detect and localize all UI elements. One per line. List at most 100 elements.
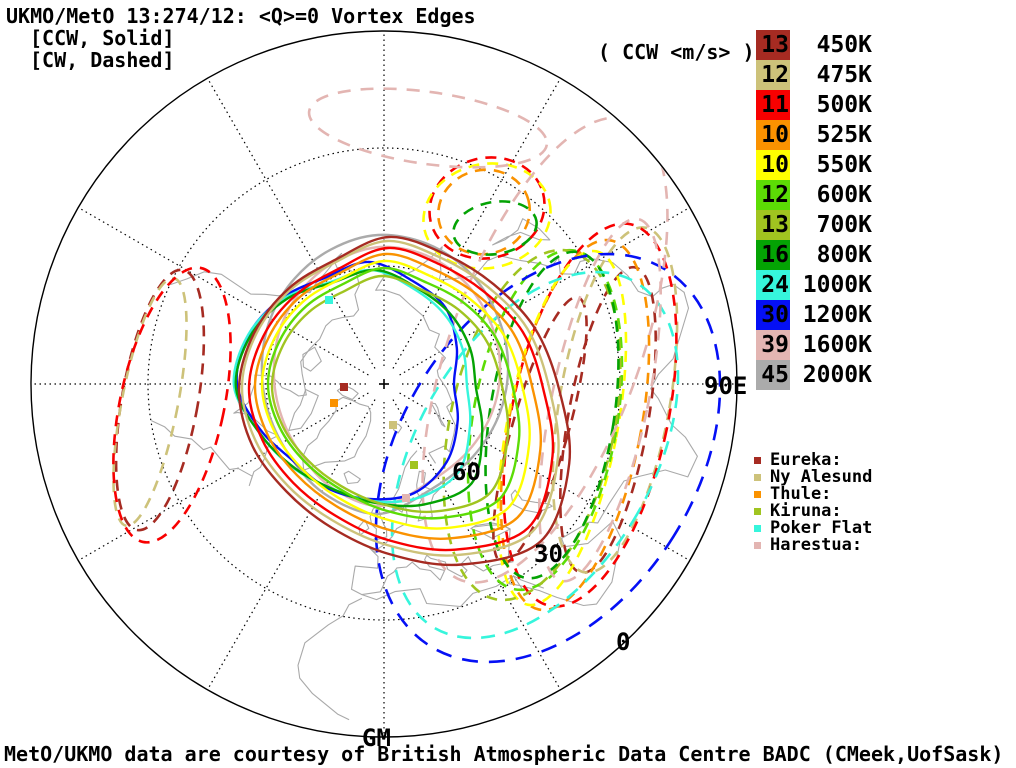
station-markers bbox=[325, 296, 418, 502]
cw-edge-1000K bbox=[390, 270, 680, 640]
station-marker bbox=[325, 296, 333, 304]
station-marker bbox=[389, 421, 397, 429]
coastline-path bbox=[416, 470, 444, 522]
cw-edge-550K bbox=[422, 162, 552, 270]
ccw-edge-600K bbox=[266, 266, 521, 520]
coastline-path bbox=[301, 396, 372, 471]
legend-color-swatch: 13 bbox=[756, 210, 790, 240]
legend-row: 12 475K bbox=[756, 60, 872, 90]
ccw-edge-525K bbox=[253, 252, 542, 540]
legend-theta-label: 700K bbox=[816, 212, 872, 238]
legend-theta-label: 525K bbox=[816, 122, 872, 148]
ccw-edge-1000K bbox=[232, 268, 472, 504]
station-color-swatch bbox=[754, 457, 761, 464]
station-marker bbox=[410, 461, 418, 469]
legend-color-swatch: 30 bbox=[756, 300, 790, 330]
cw-edge-500K bbox=[502, 222, 678, 608]
cw-dashed-contours bbox=[112, 87, 722, 664]
cw-edge-1200K bbox=[374, 252, 722, 664]
coastline-path bbox=[430, 402, 446, 428]
station-row: Eureka: bbox=[754, 452, 872, 469]
station-marker bbox=[330, 399, 338, 407]
station-row: Harestua: bbox=[754, 537, 872, 554]
attribution-footer: MetO/UKMO data are courtesy of British A… bbox=[4, 742, 1004, 766]
legend-speed-value: 12 bbox=[761, 182, 789, 208]
longitude-spoke bbox=[77, 392, 369, 562]
ccw-edge-1200K bbox=[235, 260, 460, 501]
coastline-path bbox=[288, 388, 319, 431]
coastline-path bbox=[336, 384, 359, 401]
legend-speed-value: 30 bbox=[761, 302, 789, 328]
legend-color-swatch: 12 bbox=[756, 180, 790, 210]
station-name: Poker Flat bbox=[770, 518, 873, 538]
legend-speed-value: 39 bbox=[761, 332, 789, 358]
map-label-90E: 90E bbox=[704, 372, 747, 400]
coastline-path bbox=[297, 597, 363, 721]
cw-edge-450K bbox=[492, 295, 588, 565]
pole-cross-marker bbox=[379, 379, 389, 389]
map-label-0: 0 bbox=[616, 628, 630, 656]
station-list: Eureka: Ny Alesund Thule: Kiruna: Poker Flat… bbox=[754, 452, 872, 554]
coastline-path bbox=[302, 346, 322, 372]
legend-speed-value: 16 bbox=[761, 242, 789, 268]
legend-row: 11 500K bbox=[756, 90, 872, 120]
cw-edge-525K bbox=[436, 168, 532, 256]
legend-row: 30 1200K bbox=[756, 300, 872, 330]
station-name: Kiruna: bbox=[770, 501, 842, 521]
map-label-60: 60 bbox=[452, 458, 481, 486]
legend-speed-value: 10 bbox=[761, 122, 789, 148]
longitude-spoke bbox=[399, 206, 691, 376]
legend-color-swatch: 10 bbox=[756, 120, 790, 150]
legend-row: 13 450K bbox=[756, 30, 872, 60]
cw-edge-500K bbox=[428, 156, 546, 260]
station-color-swatch bbox=[754, 474, 761, 481]
cw-edge-1600K bbox=[538, 217, 662, 583]
longitude-spoke bbox=[206, 77, 376, 369]
cw-edge-450K bbox=[558, 265, 658, 575]
station-row: Kiruna: bbox=[754, 503, 872, 520]
legend-color-swatch: 45 bbox=[756, 360, 790, 390]
legend-color-swatch: 24 bbox=[756, 270, 790, 300]
coastline-path bbox=[369, 504, 388, 542]
coastline-path bbox=[361, 575, 523, 608]
legend-color-swatch: 16 bbox=[756, 240, 790, 270]
ccw-edge-800K bbox=[234, 268, 484, 508]
station-color-swatch bbox=[754, 508, 761, 515]
ccw-edge-2000K bbox=[260, 233, 510, 516]
station-color-swatch bbox=[754, 491, 761, 498]
legend-speed-value: 10 bbox=[761, 152, 789, 178]
coastline-path bbox=[492, 218, 551, 246]
legend-speed-value: 13 bbox=[761, 32, 789, 58]
coastline-path bbox=[375, 289, 456, 464]
legend-theta-label: 800K bbox=[816, 242, 872, 268]
ccw-edge-500K bbox=[247, 246, 555, 552]
coastline-path bbox=[151, 309, 360, 487]
equator-circle bbox=[30, 30, 738, 738]
cw-edge-1600K bbox=[307, 87, 549, 169]
legend-speed-value: 13 bbox=[761, 212, 789, 238]
longitude-spoke bbox=[399, 392, 691, 562]
longitude-spoke bbox=[206, 399, 376, 691]
cw-edge-700K bbox=[442, 248, 622, 602]
ccw-edge-475K bbox=[240, 239, 560, 557]
page-title: UKMO/MetO 13:274/12: <Q>=0 Vortex Edges bbox=[6, 4, 476, 28]
legend-row: 16 800K bbox=[756, 240, 872, 270]
legend-theta-label: 450K bbox=[816, 32, 872, 58]
legend-levels: 13 450K 12 475K 11 500K 10 525K 10 550K 12 600K 13 70… bbox=[756, 30, 872, 390]
coastline-path bbox=[350, 450, 514, 596]
cw-edge-800K bbox=[452, 200, 538, 256]
legend-theta-label: 550K bbox=[816, 152, 872, 178]
legend-row: 39 1600K bbox=[756, 330, 872, 360]
coastline-path bbox=[343, 470, 361, 485]
legend-theta-label: 600K bbox=[816, 182, 872, 208]
station-color-swatch bbox=[754, 542, 761, 549]
station-row: Poker Flat bbox=[754, 520, 872, 537]
cw-edge-500K bbox=[112, 266, 232, 544]
longitude-spoke bbox=[77, 206, 369, 376]
legend-theta-label: 1000K bbox=[802, 272, 872, 298]
station-name: Eureka: bbox=[770, 450, 842, 470]
ccw-edge-550K bbox=[260, 259, 531, 530]
ccw-edge-700K bbox=[270, 274, 510, 514]
